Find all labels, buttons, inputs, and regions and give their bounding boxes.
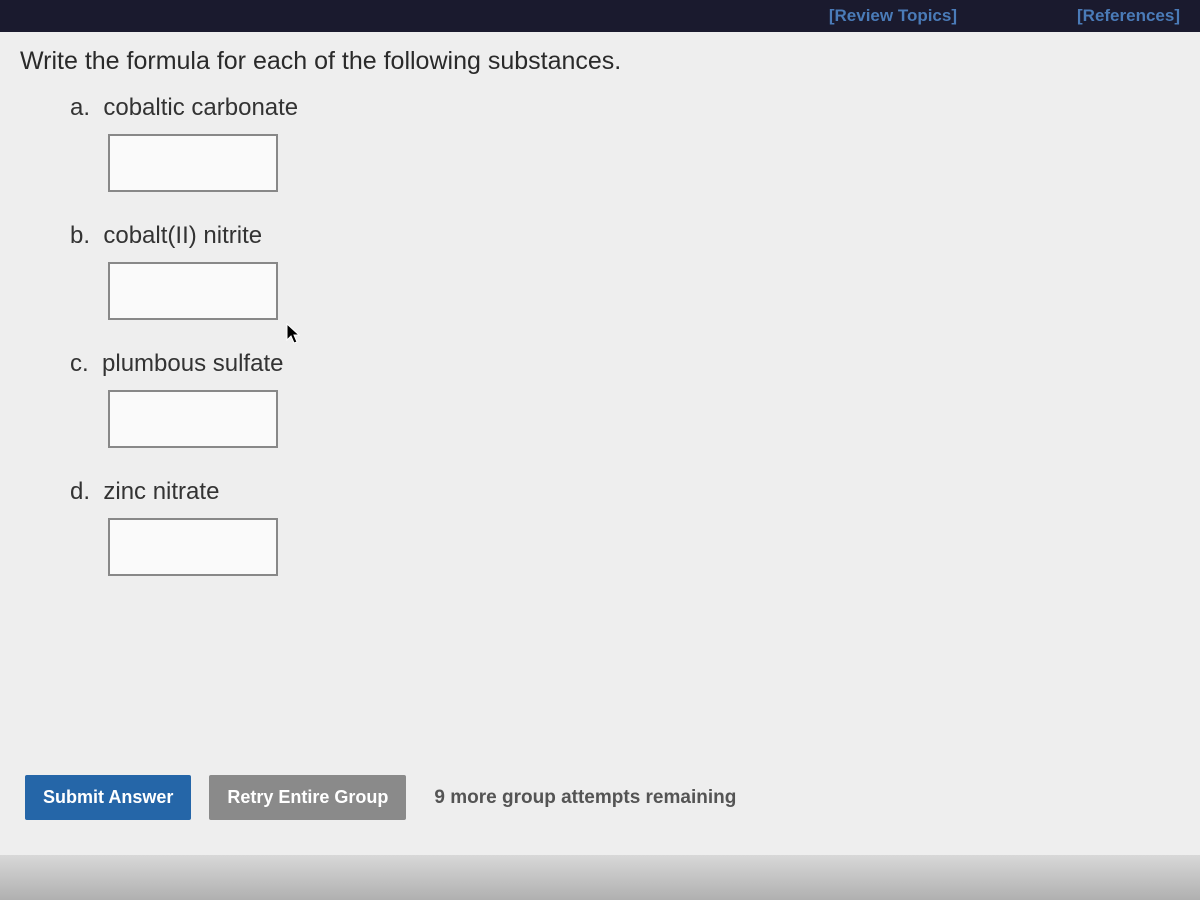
question-a: a. cobaltic carbonate — [70, 94, 1180, 212]
question-d-text: zinc nitrate — [103, 478, 219, 505]
submit-answer-button[interactable]: Submit Answer — [25, 775, 191, 820]
question-b-text: cobalt(II) nitrite — [103, 222, 262, 249]
answer-input-d[interactable] — [108, 518, 278, 576]
question-a-letter: a. — [70, 94, 90, 121]
question-b-label: b. cobalt(II) nitrite — [70, 222, 1180, 250]
question-c-text: plumbous sulfate — [102, 350, 283, 377]
review-topics-link[interactable]: [Review Topics] — [829, 6, 957, 26]
button-row: Submit Answer Retry Entire Group 9 more … — [25, 775, 736, 820]
question-a-label: a. cobaltic carbonate — [70, 94, 1180, 122]
bottom-shadow — [0, 855, 1200, 900]
question-a-text: cobaltic carbonate — [103, 94, 298, 121]
instruction-text: Write the formula for each of the follow… — [20, 47, 1180, 76]
references-link[interactable]: [References] — [1077, 6, 1180, 26]
content-area: Write the formula for each of the follow… — [0, 32, 1200, 900]
answer-input-a[interactable] — [108, 134, 278, 192]
question-d: d. zinc nitrate — [70, 478, 1180, 596]
question-b-letter: b. — [70, 222, 90, 249]
question-c: c. plumbous sulfate — [70, 350, 1180, 468]
retry-group-button[interactable]: Retry Entire Group — [209, 775, 406, 820]
top-bar: [Review Topics] [References] — [0, 0, 1200, 32]
answer-input-c[interactable] — [108, 390, 278, 448]
question-d-label: d. zinc nitrate — [70, 478, 1180, 506]
question-d-letter: d. — [70, 478, 90, 505]
question-c-label: c. plumbous sulfate — [70, 350, 1180, 378]
attempts-remaining-text: 9 more group attempts remaining — [434, 787, 736, 809]
question-b: b. cobalt(II) nitrite — [70, 222, 1180, 340]
question-c-letter: c. — [70, 350, 89, 377]
answer-input-b[interactable] — [108, 262, 278, 320]
